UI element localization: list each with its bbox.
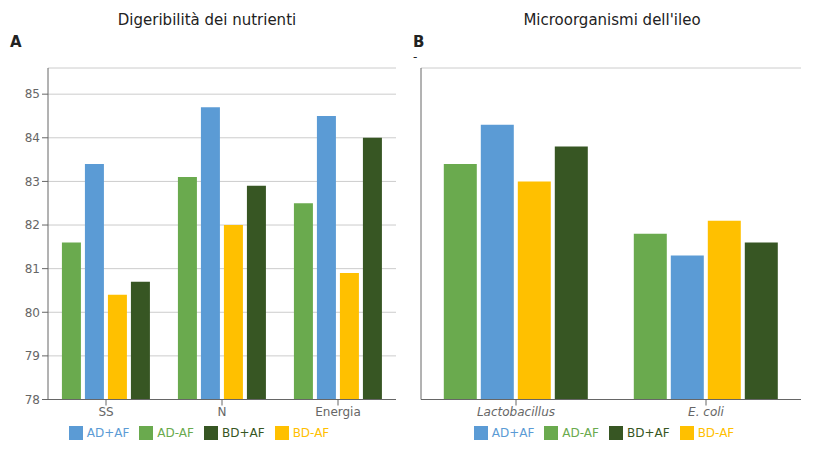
- html-text:AD-AF: AD-AF: [562, 425, 599, 440]
- html-text:BD-AF: BD-AF: [292, 425, 330, 440]
- svg-text:SS: SS: [98, 405, 113, 419]
- svg-text:83: 83: [25, 175, 40, 189]
- svg-text:81: 81: [25, 262, 40, 276]
- html-text:BD-AF: BD-AF: [697, 425, 735, 440]
- html-text:B: B: [413, 33, 425, 51]
- svg-text:E. coli: E. coli: [688, 405, 724, 419]
- html-text:AD-AF: AD-AF: [157, 425, 194, 440]
- html-text:AD+AF: AD+AF: [86, 425, 130, 440]
- html-text:BD+AF: BD+AF: [222, 425, 265, 440]
- svg-text:Lactobacillus: Lactobacillus: [477, 405, 555, 419]
- svg-text:84: 84: [25, 131, 40, 145]
- html-text:AD+AF: AD+AF: [491, 425, 535, 440]
- html-text:Microorganismi dell'ileo: Microorganismi dell'ileo: [523, 11, 701, 29]
- svg-text:79: 79: [25, 349, 40, 363]
- svg-text:N: N: [218, 405, 227, 419]
- svg-text:85: 85: [25, 87, 40, 101]
- svg-text:82: 82: [25, 218, 40, 232]
- html-text:Digeribilità dei nutrienti: Digeribilità dei nutrienti: [117, 11, 297, 29]
- svg-text:78: 78: [25, 393, 40, 407]
- svg-text:80: 80: [25, 306, 40, 320]
- svg-text:Energia: Energia: [315, 405, 361, 419]
- html-text:BD+AF: BD+AF: [627, 425, 670, 440]
- html-text:A: A: [10, 33, 22, 51]
